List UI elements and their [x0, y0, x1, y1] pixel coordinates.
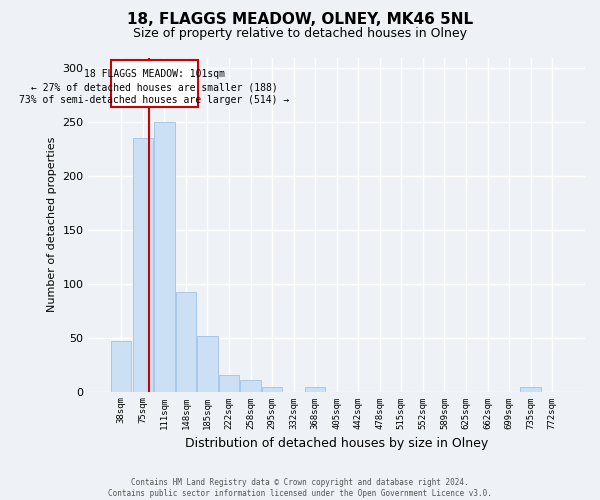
Bar [197, 336, 218, 392]
Text: ← 27% of detached houses are smaller (188): ← 27% of detached houses are smaller (18… [31, 82, 278, 92]
Bar [305, 387, 325, 392]
Bar [520, 387, 541, 392]
Text: Size of property relative to detached houses in Olney: Size of property relative to detached ho… [133, 28, 467, 40]
Text: 18 FLAGGS MEADOW: 101sqm: 18 FLAGGS MEADOW: 101sqm [84, 70, 225, 80]
Text: 18, FLAGGS MEADOW, OLNEY, MK46 5NL: 18, FLAGGS MEADOW, OLNEY, MK46 5NL [127, 12, 473, 28]
Bar [176, 292, 196, 392]
Bar [240, 380, 261, 392]
X-axis label: Distribution of detached houses by size in Olney: Distribution of detached houses by size … [185, 437, 488, 450]
Bar [154, 122, 175, 392]
Bar [219, 376, 239, 392]
Bar [111, 341, 131, 392]
Text: Contains HM Land Registry data © Crown copyright and database right 2024.
Contai: Contains HM Land Registry data © Crown c… [108, 478, 492, 498]
Y-axis label: Number of detached properties: Number of detached properties [47, 137, 57, 312]
Bar [111, 60, 198, 107]
Bar [262, 387, 283, 392]
Text: 73% of semi-detached houses are larger (514) →: 73% of semi-detached houses are larger (… [19, 95, 289, 105]
Bar [133, 138, 153, 392]
